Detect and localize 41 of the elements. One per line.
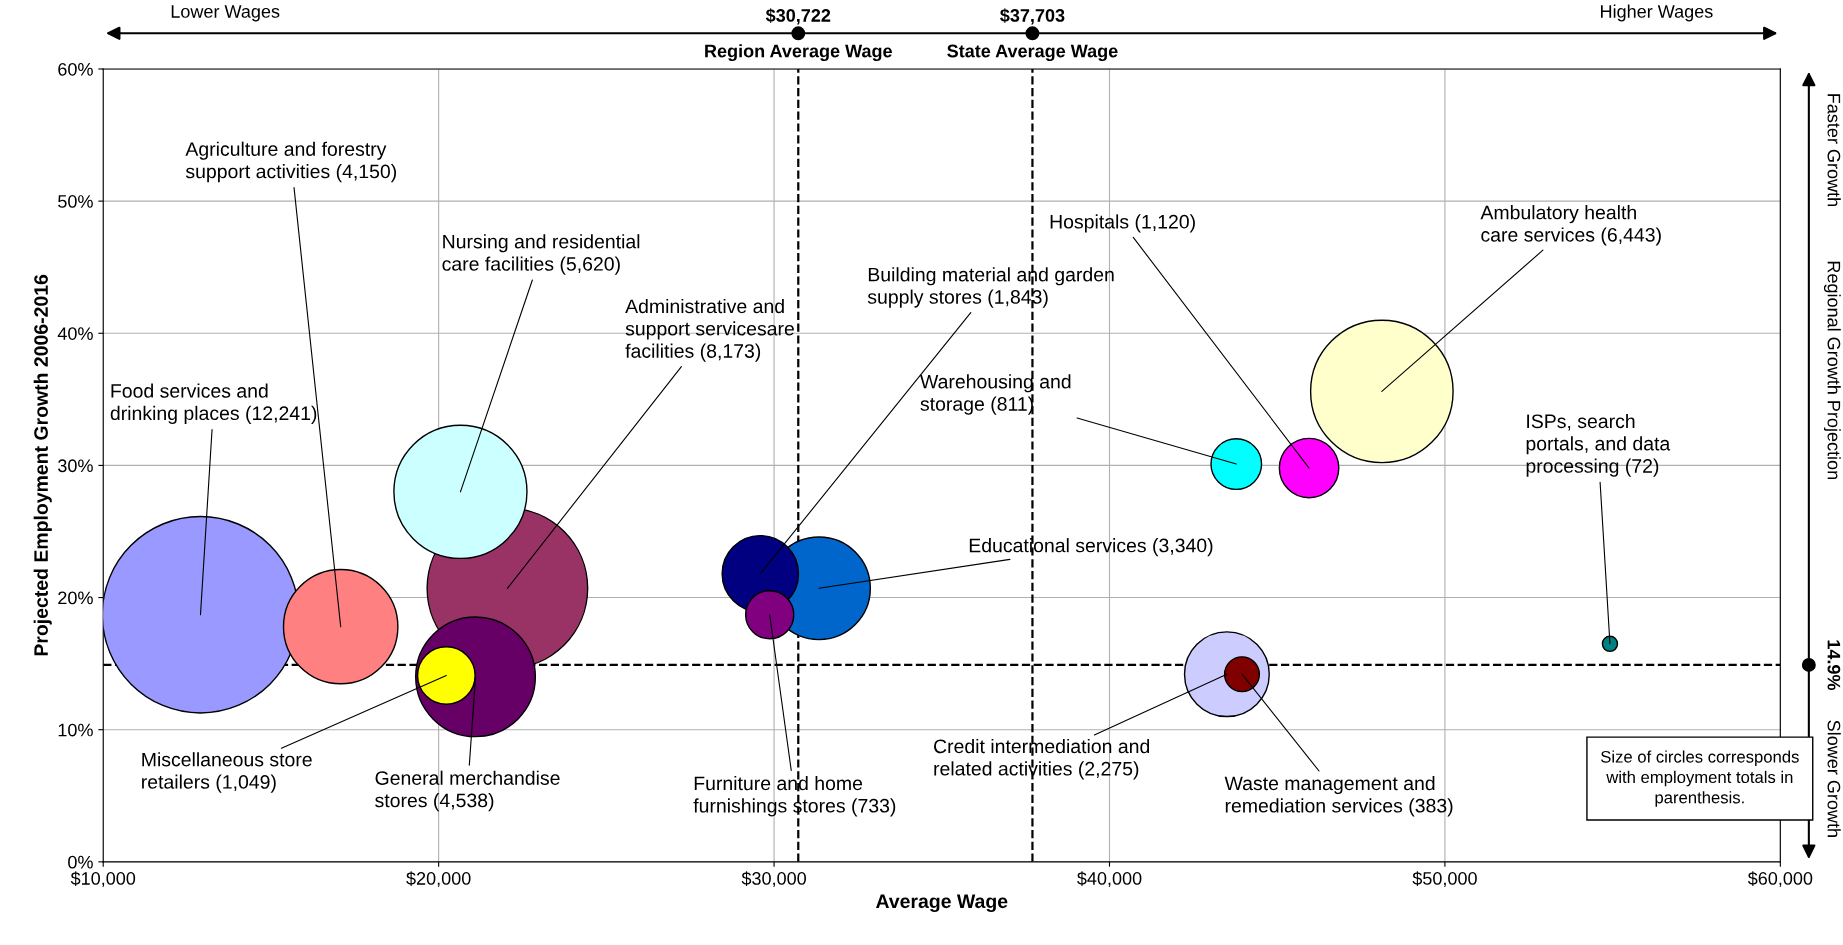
annotation: ISPs, search portals, and data processing (72) <box>1526 413 1671 477</box>
text: Regional Growth Projection <box>1823 261 1841 479</box>
y-tick-label: 50% <box>58 195 93 208</box>
ref-line-label: 14.9% <box>1827 640 1841 691</box>
y-tick-label: 10% <box>58 723 93 737</box>
ref-line-label: Region Average Wage <box>705 44 892 62</box>
x-axis-title: Average Wage <box>875 894 1008 913</box>
x-tick-label: $30,000 <box>741 871 806 887</box>
annotation: Warehousing and storage (811) <box>920 374 1071 415</box>
annotation: Size of circles corresponds with employment totals in parenthesis. <box>1601 750 1799 807</box>
annotation: Agriculture and forestry support activities (4,150) <box>185 141 397 183</box>
annotation: Waste management and remediation services (383) <box>1224 775 1453 817</box>
text: Slower Growth <box>1827 720 1841 837</box>
x-tick-label: $50,000 <box>1412 871 1477 887</box>
x-tick-label: $10,000 <box>70 871 136 887</box>
annotation: Building material and garden supply stores (1,843) <box>867 267 1114 308</box>
annotation: General merchandise stores (4,538) <box>375 770 560 812</box>
annotation: Credit intermediation and related activities (2,275) <box>934 738 1150 780</box>
y-tick-label: 40% <box>57 327 93 340</box>
text: Lower Wages <box>171 5 280 22</box>
y-tick-label: 0% <box>68 855 93 869</box>
annotation: Miscellaneous store retailers (1,049) <box>142 752 312 793</box>
text: $37,703 <box>1000 8 1065 25</box>
text: Higher Wages <box>1601 4 1713 22</box>
y-tick-label: 20% <box>58 591 93 605</box>
x-tick-label: $20,000 <box>406 871 471 887</box>
x-tick-label: $60,000 <box>1747 871 1813 887</box>
annotation: Food services and drinking places (12,241) <box>110 383 317 424</box>
annotation: Nursing and residential care facilities (5,620) <box>442 234 640 275</box>
annotation: Ambulatory health care services (6,443) <box>1480 205 1661 246</box>
y-tick-label: 60% <box>58 62 93 76</box>
annotation: Furniture and home furnishings stores (733) <box>693 775 896 817</box>
x-tick-label: $40,000 <box>1077 871 1142 887</box>
annotation: Hospitals (1,120) <box>1050 214 1195 233</box>
ref-line-label: State Average Wage <box>947 44 1118 62</box>
y-tick-label: 30% <box>58 459 93 473</box>
text: $30,722 <box>765 8 831 25</box>
y-axis-title: Projected Employment Growth 2006-2016 <box>33 274 52 656</box>
annotation: Educational services (3,340) <box>969 538 1213 557</box>
text: Faster Growth <box>1827 94 1841 206</box>
annotation: Administrative and support servicesare facilities (8,173) <box>625 298 794 362</box>
